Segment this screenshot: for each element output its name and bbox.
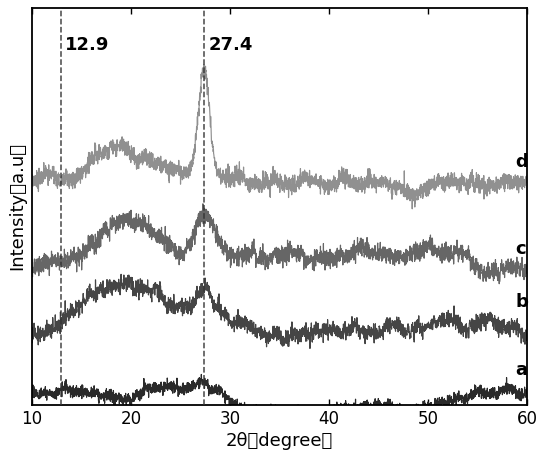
Text: c: c bbox=[515, 240, 526, 258]
Text: 12.9: 12.9 bbox=[64, 36, 109, 54]
Text: 27.4: 27.4 bbox=[208, 36, 253, 54]
X-axis label: 2θ（degree）: 2θ（degree） bbox=[226, 432, 333, 450]
Text: b: b bbox=[515, 294, 528, 311]
Text: d: d bbox=[515, 153, 528, 171]
Text: a: a bbox=[515, 361, 527, 379]
Y-axis label: Intensity（a.u）: Intensity（a.u） bbox=[8, 142, 26, 271]
